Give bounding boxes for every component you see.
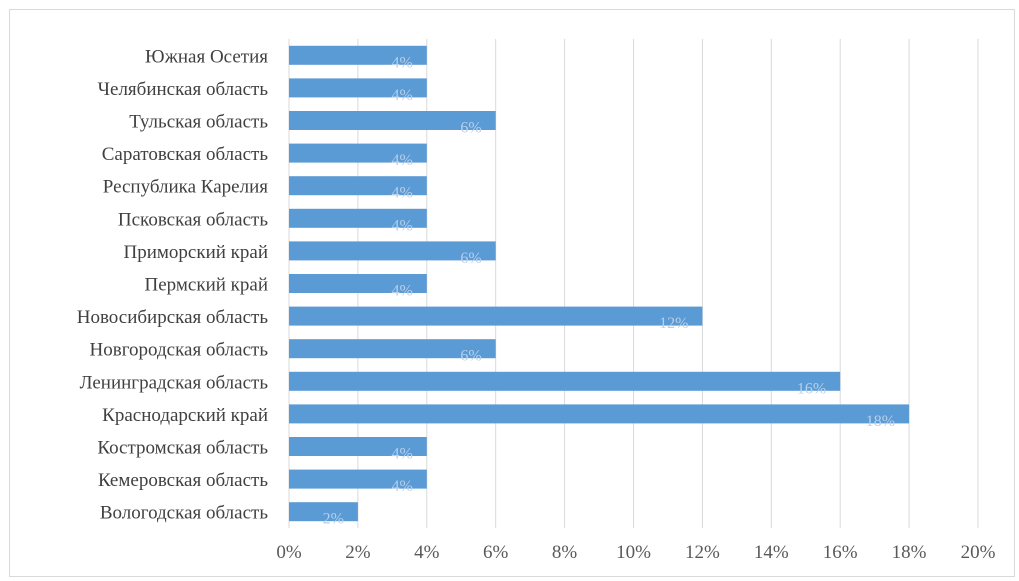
bar [289,78,427,98]
bar [289,111,496,130]
category-label: Новосибирская область [77,307,269,328]
data-label: 4% [391,185,412,202]
x-tick-label: 18% [892,542,927,563]
bar [289,404,910,424]
bar [289,208,427,228]
data-labels: 4% 4% 6% 4% 4% 4% 6% 4% 12% 6% 16% 18% 4% 4% 2% [323,54,896,527]
data-label: 18% [866,413,895,430]
x-tick-label: 8% [552,542,578,563]
data-label: 4% [391,152,412,169]
x-tick-label: 12% [685,542,720,563]
data-label: 6% [460,348,481,365]
category-label: Южная Осетия [145,46,268,67]
chart-frame [9,9,1015,577]
data-label: 4% [391,217,412,234]
x-tick-label: 2% [345,542,371,563]
data-label: 12% [659,315,688,332]
category-label: Вологодская область [100,503,268,524]
x-tick-label: 0% [276,542,302,563]
category-label: Приморский край [124,242,269,263]
data-label: 16% [797,380,826,397]
bar [289,437,427,456]
x-tick-label: 6% [483,542,509,563]
x-tick-label: 10% [616,542,651,563]
data-label: 4% [391,87,412,104]
bar [289,371,841,391]
x-tick-label: 20% [961,542,996,563]
data-label: 4% [391,446,412,463]
category-label: Псковская область [118,209,268,230]
category-label: Республика Карелия [103,177,268,198]
category-label: Пермский край [145,275,268,296]
category-labels: Южная Осетия Челябинская область Тульская … [77,46,269,523]
x-tick-labels: 0% 2% 4% 6% 8% 10% 12% 14% 16% 18% 20% [276,542,995,563]
bar [289,45,427,65]
x-tick-label: 14% [754,542,789,563]
bar [289,469,427,489]
category-label: Ленинградская область [80,372,269,393]
x-tick-label: 4% [414,542,440,563]
data-label: 2% [323,511,344,528]
data-label: 4% [391,478,412,495]
data-label: 6% [460,120,481,137]
category-label: Костромская область [97,438,268,459]
data-label: 4% [391,54,412,71]
bar [289,306,703,326]
bar [289,502,358,522]
category-label: Саратовская область [102,144,269,165]
bar [289,143,427,163]
data-label: 4% [391,283,412,300]
category-label: Новгородская область [90,340,269,361]
bar [289,274,427,293]
category-label: Кемеровская область [98,470,268,491]
bar [289,339,496,359]
data-label: 6% [460,250,481,267]
bars [289,45,910,522]
category-label: Краснодарский край [102,405,268,426]
category-label: Челябинская область [98,79,269,100]
bar [289,176,427,196]
x-tick-label: 16% [823,542,858,563]
bar [289,241,496,261]
category-label: Тульская область [129,112,268,133]
